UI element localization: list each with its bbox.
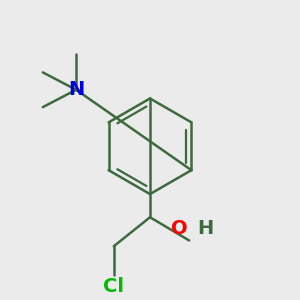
Text: H: H [197, 219, 214, 238]
Text: Cl: Cl [103, 277, 124, 296]
Text: N: N [68, 80, 84, 99]
Text: O: O [171, 219, 188, 238]
